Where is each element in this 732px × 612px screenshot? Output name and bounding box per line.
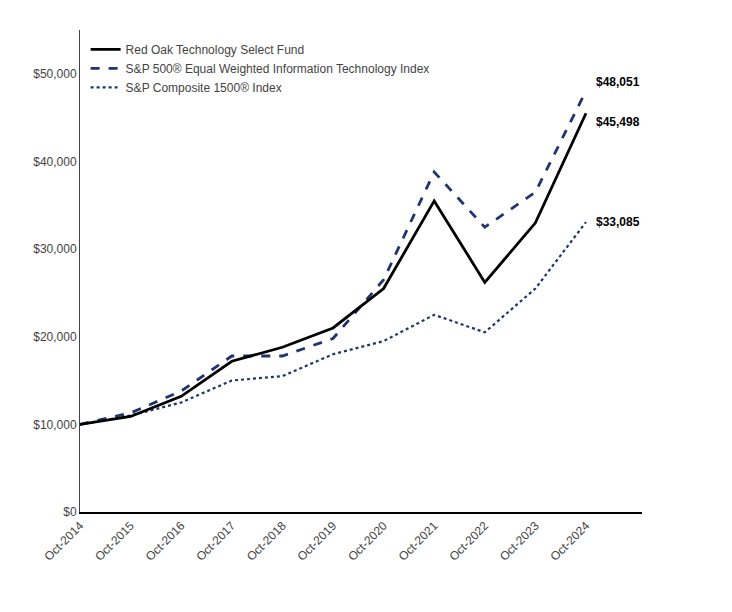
svg-text:Oct-2018: Oct-2018 <box>244 519 289 564</box>
svg-text:$0: $0 <box>63 505 77 519</box>
svg-text:$20,000: $20,000 <box>33 330 77 344</box>
svg-text:Oct-2017: Oct-2017 <box>193 519 238 564</box>
svg-text:Oct-2023: Oct-2023 <box>497 519 542 564</box>
svg-text:$50,000: $50,000 <box>33 67 77 81</box>
svg-text:$45,498: $45,498 <box>596 115 640 129</box>
svg-text:Oct-2016: Oct-2016 <box>143 519 188 564</box>
svg-text:$40,000: $40,000 <box>33 155 77 169</box>
svg-text:Oct-2021: Oct-2021 <box>396 519 441 564</box>
svg-text:S&P Composite 1500® Index: S&P Composite 1500® Index <box>126 81 282 95</box>
svg-text:Oct-2020: Oct-2020 <box>345 519 390 564</box>
svg-text:Oct-2015: Oct-2015 <box>92 519 137 564</box>
svg-text:$33,085: $33,085 <box>596 215 640 229</box>
svg-text:Oct-2022: Oct-2022 <box>446 519 491 564</box>
svg-text:$48,051: $48,051 <box>596 75 640 89</box>
svg-text:$30,000: $30,000 <box>33 242 77 256</box>
svg-text:S&P 500® Equal Weighted Inform: S&P 500® Equal Weighted Information Tech… <box>126 62 430 76</box>
svg-text:$10,000: $10,000 <box>33 418 77 432</box>
svg-text:Oct-2024: Oct-2024 <box>548 519 593 564</box>
svg-text:Red Oak Technology Select Fund: Red Oak Technology Select Fund <box>126 43 305 57</box>
svg-text:Oct-2019: Oct-2019 <box>295 519 340 564</box>
svg-text:Oct-2014: Oct-2014 <box>42 519 87 564</box>
